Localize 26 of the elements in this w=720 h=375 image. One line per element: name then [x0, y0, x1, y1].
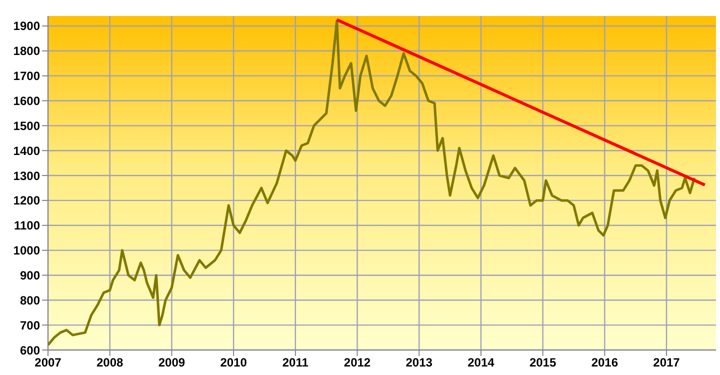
y-tick-label: 1800 — [13, 44, 40, 58]
y-tick-label: 1200 — [13, 194, 40, 208]
x-tick-label: 2009 — [158, 356, 186, 370]
y-tick-label: 1300 — [13, 168, 40, 183]
y-tick-label: 600 — [20, 343, 40, 358]
y-tick-label: 1700 — [13, 69, 40, 84]
y-tick-label: 1600 — [13, 94, 40, 108]
line-series — [48, 20, 696, 346]
y-tick-label: 800 — [20, 293, 40, 308]
y-tick-label: 700 — [20, 318, 40, 332]
y-tick-label: 1500 — [13, 118, 40, 133]
y-tick-label: 1900 — [13, 19, 40, 34]
x-tick-label: 2014 — [468, 356, 495, 370]
x-tick-label: 2017 — [653, 356, 680, 370]
x-tick-label: 2015 — [529, 356, 556, 370]
y-tick-label: 1100 — [14, 218, 40, 233]
x-tick-label: 2013 — [406, 356, 433, 370]
x-tick-label: 2010 — [220, 356, 248, 370]
x-tick-label: 2008 — [96, 356, 124, 370]
y-tick-label: 1400 — [13, 144, 40, 158]
x-tick-label: 2007 — [34, 356, 62, 370]
y-tick-label: 900 — [20, 268, 40, 282]
y-tick-label: 1000 — [13, 244, 40, 258]
x-tick-label: 2016 — [591, 356, 618, 370]
x-tick-label: 2011 — [282, 356, 309, 370]
x-tick-label: 2012 — [344, 356, 371, 370]
